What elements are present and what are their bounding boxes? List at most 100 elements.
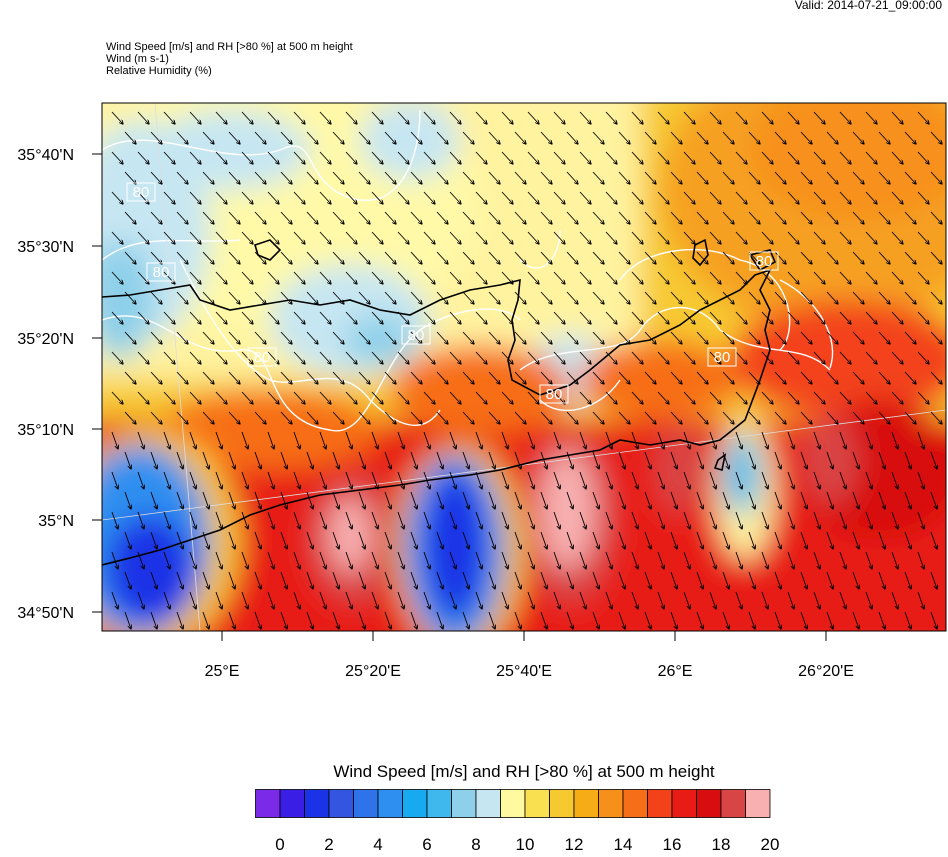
wind-arrow: [124, 291, 136, 304]
wind-arrow: [358, 331, 370, 344]
wind-arrow: [397, 511, 404, 529]
wind-arrow: [241, 511, 248, 529]
wind-arrow: [384, 331, 396, 344]
wind-arrow: [917, 311, 929, 324]
wind-arrow: [917, 151, 929, 164]
wind-arrow: [111, 471, 118, 489]
wind-arrow: [254, 451, 261, 469]
wind-arrow: [865, 351, 877, 364]
wind-arrow: [124, 571, 131, 589]
wind-arrow: [722, 571, 729, 589]
wind-arrow: [709, 191, 721, 204]
wind-arrow: [436, 211, 448, 224]
wind-arrow: [306, 491, 313, 509]
wind-arrow: [566, 371, 578, 384]
wind-arrow: [449, 111, 461, 124]
wind-arrow: [904, 611, 911, 629]
wind-arrow: [657, 511, 664, 529]
wind-arrow: [163, 191, 175, 204]
wind-arrow: [241, 471, 248, 489]
wind-arrow: [228, 531, 235, 549]
wind-arrow: [228, 371, 240, 384]
wind-arrow: [904, 251, 916, 264]
header-rh: Relative Humidity (%): [106, 65, 212, 77]
wind-arrow: [917, 271, 929, 284]
colorbar-tick-label: 18: [711, 835, 731, 854]
wind-arrow: [124, 491, 131, 509]
wind-arrow: [891, 311, 903, 324]
wind-arrow: [917, 471, 924, 489]
wind-arrow: [670, 491, 677, 509]
wind-arrow: [215, 511, 222, 529]
wind-arrow: [293, 311, 305, 324]
wind-arrow: [358, 491, 365, 509]
wind-arrow: [761, 151, 773, 164]
wind-arrow: [865, 311, 877, 324]
lat-tick-label: 35°10'N: [17, 422, 74, 439]
wind-arrow: [423, 191, 435, 204]
wind-arrow: [683, 431, 690, 449]
wind-arrow: [176, 571, 183, 589]
wind-arrow: [462, 171, 474, 184]
colorbar-swatch: [549, 789, 575, 818]
wind-arrow: [449, 391, 461, 404]
wind-arrow: [202, 291, 214, 304]
wind-arrow: [410, 291, 422, 304]
wind-arrow: [709, 271, 721, 284]
wind-arrow: [150, 571, 157, 589]
wind-arrow: [215, 271, 227, 284]
wind-arrow: [657, 591, 664, 609]
wind-arrow: [878, 531, 885, 549]
wind-arrow: [761, 271, 773, 284]
wind-arrow: [826, 411, 838, 424]
valid-time: Valid: 2014-07-21_09:00:00: [794, 0, 942, 12]
wind-arrow: [215, 391, 227, 404]
lat-tick-label: 35°20'N: [17, 331, 74, 348]
wind-arrow: [878, 131, 890, 144]
wind-arrow: [319, 191, 331, 204]
wind-arrow: [215, 431, 222, 449]
wind-arrow: [579, 311, 591, 324]
contour-label: 80: [546, 386, 563, 403]
wind-arrow: [280, 371, 292, 384]
wind-arrow: [241, 271, 253, 284]
wind-arrow: [735, 431, 742, 449]
wind-arrow: [800, 451, 807, 469]
wind-arrow: [475, 351, 487, 364]
wind-arrow: [501, 271, 513, 284]
wind-arrow: [917, 551, 924, 569]
wind-arrow: [865, 471, 872, 489]
wind-arrow: [566, 491, 573, 509]
wind-arrow: [423, 351, 435, 364]
wind-arrow: [891, 591, 898, 609]
wind-arrow: [904, 291, 916, 304]
wind-arrow: [397, 591, 404, 609]
wind-arrow: [228, 491, 235, 509]
colorbar-title: Wind Speed [m/s] and RH [>80 %] at 500 m…: [333, 762, 715, 781]
wind-arrow: [592, 331, 604, 344]
lon-tick-label: 25°40'E: [496, 663, 552, 680]
wind-arrow: [137, 511, 144, 529]
wind-arrow: [228, 291, 240, 304]
wind-arrow: [462, 491, 469, 509]
wind-arrow: [891, 231, 903, 244]
wind-arrow: [527, 511, 534, 529]
wind-arrow: [813, 191, 825, 204]
wind-arrow: [865, 231, 877, 244]
wind-arrow: [514, 171, 526, 184]
wind-arrow: [267, 191, 279, 204]
wind-arrow: [488, 571, 495, 589]
wind-arrow: [137, 551, 144, 569]
wind-arrow: [371, 431, 378, 449]
wind-arrow: [852, 571, 859, 589]
wind-arrow: [202, 411, 214, 424]
wind-arrow: [254, 211, 266, 224]
wind-arrow: [137, 391, 149, 404]
wind-arrow: [644, 571, 651, 589]
wind-arrow: [306, 291, 318, 304]
wind-arrow: [384, 211, 396, 224]
wind-arrow: [709, 231, 721, 244]
wind-arrow: [631, 511, 638, 529]
wind-arrow: [293, 591, 300, 609]
wind-arrow: [280, 331, 292, 344]
